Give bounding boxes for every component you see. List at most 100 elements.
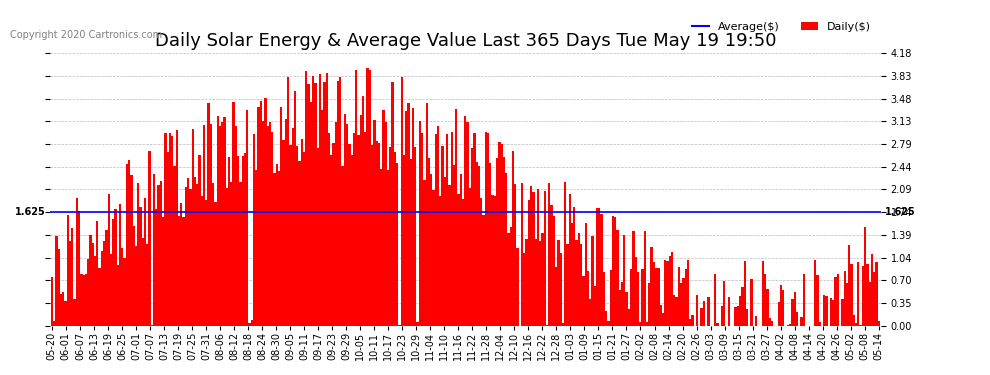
Bar bbox=[403, 156, 405, 326]
Bar bbox=[117, 265, 119, 326]
Bar bbox=[242, 156, 244, 326]
Bar bbox=[414, 147, 417, 326]
Bar bbox=[794, 292, 796, 326]
Bar bbox=[466, 122, 468, 326]
Bar bbox=[421, 132, 424, 326]
Bar bbox=[350, 155, 352, 326]
Text: Copyright 2020 Cartronics.com: Copyright 2020 Cartronics.com bbox=[10, 30, 162, 39]
Bar bbox=[417, 322, 419, 326]
Bar bbox=[140, 207, 142, 326]
Bar bbox=[640, 322, 642, 326]
Bar bbox=[366, 69, 368, 326]
Bar bbox=[359, 115, 362, 326]
Bar bbox=[196, 184, 198, 326]
Bar bbox=[864, 227, 866, 326]
Bar bbox=[66, 215, 69, 326]
Bar bbox=[155, 209, 157, 326]
Bar bbox=[82, 276, 85, 326]
Bar bbox=[231, 182, 233, 326]
Bar bbox=[191, 129, 194, 326]
Bar bbox=[637, 272, 640, 326]
Bar bbox=[457, 194, 459, 326]
Bar bbox=[766, 289, 768, 326]
Bar bbox=[877, 321, 880, 326]
Bar bbox=[152, 174, 155, 326]
Bar bbox=[861, 266, 864, 326]
Bar bbox=[552, 216, 555, 326]
Bar bbox=[868, 282, 871, 326]
Bar bbox=[144, 198, 147, 326]
Bar bbox=[630, 269, 633, 326]
Bar bbox=[337, 81, 340, 326]
Bar bbox=[373, 120, 375, 326]
Bar bbox=[873, 272, 875, 326]
Bar bbox=[221, 122, 224, 326]
Bar bbox=[768, 318, 771, 326]
Bar bbox=[682, 278, 684, 326]
Bar bbox=[282, 140, 285, 326]
Bar bbox=[696, 296, 698, 326]
Bar bbox=[124, 258, 126, 326]
Bar bbox=[287, 77, 289, 326]
Bar bbox=[619, 290, 621, 326]
Bar bbox=[462, 199, 464, 326]
Bar bbox=[628, 309, 630, 326]
Bar bbox=[796, 312, 798, 326]
Legend: Average($), Daily($): Average($), Daily($) bbox=[687, 17, 875, 36]
Bar bbox=[237, 156, 240, 326]
Bar bbox=[587, 271, 589, 326]
Bar bbox=[473, 133, 475, 326]
Bar bbox=[305, 71, 308, 326]
Bar bbox=[233, 102, 235, 326]
Bar bbox=[264, 98, 266, 326]
Bar bbox=[348, 144, 350, 326]
Bar bbox=[394, 153, 396, 326]
Bar bbox=[835, 277, 837, 326]
Bar bbox=[735, 307, 737, 326]
Bar bbox=[419, 121, 421, 326]
Bar bbox=[219, 126, 221, 326]
Bar bbox=[159, 181, 162, 326]
Bar bbox=[871, 254, 873, 326]
Bar bbox=[605, 310, 607, 326]
Bar bbox=[557, 240, 559, 326]
Bar bbox=[69, 241, 71, 326]
Bar bbox=[666, 261, 668, 326]
Bar bbox=[94, 256, 96, 326]
Bar bbox=[517, 248, 519, 326]
Bar bbox=[346, 123, 348, 326]
Bar bbox=[700, 308, 703, 326]
Bar bbox=[823, 295, 826, 326]
Bar bbox=[573, 207, 575, 326]
Bar bbox=[96, 221, 98, 326]
Bar bbox=[645, 321, 648, 326]
Bar bbox=[537, 189, 540, 326]
Bar bbox=[478, 166, 480, 326]
Bar bbox=[362, 96, 364, 326]
Text: 1.625: 1.625 bbox=[15, 207, 46, 217]
Bar bbox=[317, 148, 319, 326]
Bar bbox=[175, 130, 178, 326]
Bar bbox=[296, 146, 298, 326]
Bar bbox=[407, 103, 410, 326]
Bar bbox=[498, 142, 501, 326]
Bar bbox=[652, 262, 655, 326]
Bar bbox=[855, 323, 857, 326]
Bar bbox=[503, 157, 505, 326]
Bar bbox=[742, 286, 743, 326]
Bar bbox=[717, 322, 719, 326]
Bar bbox=[214, 202, 217, 326]
Bar bbox=[452, 165, 455, 326]
Bar bbox=[803, 274, 805, 326]
Bar bbox=[601, 214, 603, 326]
Bar bbox=[598, 208, 601, 326]
Bar bbox=[301, 139, 303, 326]
Bar bbox=[182, 217, 185, 326]
Bar bbox=[162, 217, 164, 326]
Bar bbox=[721, 306, 723, 326]
Bar bbox=[208, 103, 210, 326]
Bar bbox=[659, 305, 661, 326]
Bar bbox=[194, 177, 196, 326]
Bar bbox=[505, 173, 507, 326]
Bar bbox=[437, 126, 440, 326]
